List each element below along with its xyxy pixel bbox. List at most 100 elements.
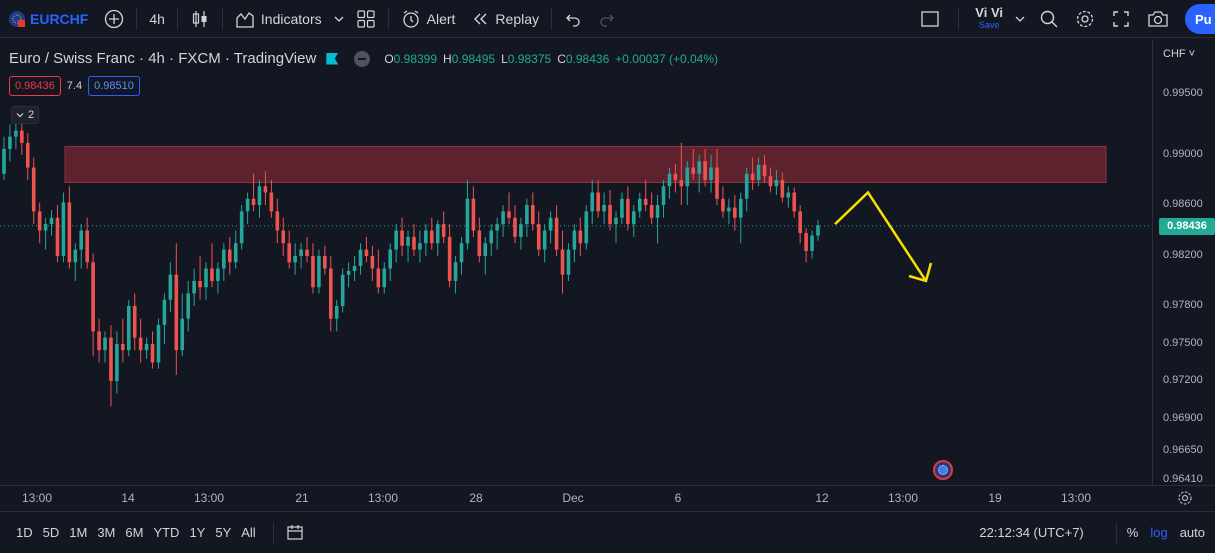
range-button-1m[interactable]: 1M xyxy=(69,525,88,540)
toolbar-divider xyxy=(551,7,553,30)
percent-scale-toggle[interactable]: % xyxy=(1126,525,1139,540)
candle-body xyxy=(596,192,600,212)
projection-arrow xyxy=(834,190,928,282)
high-label: H xyxy=(443,51,452,66)
candle-body xyxy=(216,268,220,281)
replay-button[interactable]: Replay xyxy=(463,0,547,38)
go-to-date-button[interactable] xyxy=(278,514,312,552)
interval-button[interactable]: 4h xyxy=(141,0,173,38)
chevron-down-icon xyxy=(16,113,24,118)
layout-name-button[interactable]: Vi Vi Save xyxy=(969,6,1009,31)
range-button-1d[interactable]: 1D xyxy=(16,525,33,540)
templates-button[interactable] xyxy=(348,0,384,38)
candle-body xyxy=(744,173,749,199)
redo-button[interactable] xyxy=(590,0,624,38)
candle-body xyxy=(150,344,155,363)
buy-price-button[interactable]: 0.98510 xyxy=(88,76,140,96)
publish-button[interactable]: Pu xyxy=(1185,4,1215,34)
candle-body xyxy=(465,198,470,244)
price-scale[interactable]: CHF ˅ 0.99500 0.99000 0.98600 0.98200 0.9780… xyxy=(1152,39,1215,485)
compare-button[interactable] xyxy=(96,0,132,38)
economic-event-marker[interactable] xyxy=(933,460,953,480)
alert-button[interactable]: Alert xyxy=(393,0,464,38)
sell-price-button[interactable]: 0.98436 xyxy=(9,76,61,96)
indicators-button[interactable]: Indicators xyxy=(227,0,330,38)
range-button-1y[interactable]: 1Y xyxy=(189,525,206,540)
layout-button[interactable] xyxy=(912,0,948,38)
legend-title[interactable]: Euro / Swiss Franc · 4h · FXCM · Trading… xyxy=(9,50,317,67)
candle-body xyxy=(91,262,95,332)
redo-icon xyxy=(600,14,614,27)
candle-body xyxy=(614,217,618,225)
candle-body xyxy=(513,217,517,237)
toolbar-divider xyxy=(176,7,178,30)
candle-body xyxy=(263,186,268,193)
collapse-indicators-button[interactable]: 2 xyxy=(11,106,39,124)
time-tick-label: 12 xyxy=(815,491,829,505)
candle-body xyxy=(180,318,185,351)
settings-button[interactable] xyxy=(1067,0,1103,38)
undo-button[interactable] xyxy=(556,0,590,38)
candle-body xyxy=(424,230,428,244)
replay-label: Replay xyxy=(495,10,540,27)
candle-body xyxy=(79,230,84,250)
candle-body xyxy=(697,161,701,174)
candle-body xyxy=(703,161,707,180)
candle-body xyxy=(774,180,779,187)
candle-body xyxy=(239,211,244,244)
time-tick-label: 19 xyxy=(988,491,1002,505)
gear-icon[interactable] xyxy=(1177,490,1193,506)
candle-body xyxy=(756,165,761,180)
candle-body xyxy=(275,211,280,231)
candle-body xyxy=(97,331,101,351)
close-value: 0.98436 xyxy=(565,51,610,66)
candle-body xyxy=(251,198,256,205)
bid-ask-row: 0.98436 7.4 0.98510 xyxy=(9,76,140,96)
candle-body xyxy=(382,268,387,288)
candle-body xyxy=(637,198,642,212)
hide-series-button[interactable] xyxy=(354,50,371,67)
layout-dropdown[interactable] xyxy=(1009,0,1031,38)
fullscreen-button[interactable] xyxy=(1103,0,1139,38)
candle-body xyxy=(632,211,636,225)
candle-body xyxy=(328,268,333,319)
currency-selector[interactable]: CHF ˅ xyxy=(1163,48,1196,60)
candle-body xyxy=(792,192,797,212)
candle-body xyxy=(287,243,291,263)
price-chart[interactable] xyxy=(0,39,1152,485)
candle-body xyxy=(43,224,48,231)
candle-body xyxy=(453,262,458,281)
screenshot-button[interactable] xyxy=(1139,0,1177,38)
log-scale-toggle[interactable]: log xyxy=(1150,525,1168,540)
range-button-5y[interactable]: 5Y xyxy=(215,525,232,540)
candle-body xyxy=(269,192,274,212)
price-tick-label: 0.98600 xyxy=(1163,198,1203,210)
range-button-all[interactable]: All xyxy=(241,525,256,540)
time-scale[interactable]: 13:00 14 13:00 21 13:00 28 Dec 6 12 13:00 19 13:00 xyxy=(0,485,1215,511)
search-button[interactable] xyxy=(1031,0,1067,38)
price-tick-label: 0.97500 xyxy=(1163,337,1203,349)
candle-body xyxy=(572,230,577,250)
chart-pane[interactable] xyxy=(0,39,1152,485)
range-button-6m[interactable]: 6M xyxy=(125,525,144,540)
range-button-3m[interactable]: 3M xyxy=(97,525,116,540)
range-button-5d[interactable]: 5D xyxy=(42,525,60,540)
symbol-search-button[interactable]: EURCHF xyxy=(0,0,96,38)
range-button-ytd[interactable]: YTD xyxy=(153,525,180,540)
candle-body xyxy=(471,198,476,231)
clock-display[interactable]: 22:12:34 (UTC+7) xyxy=(979,525,1084,540)
candle-body xyxy=(400,230,404,246)
spread-value: 7.4 xyxy=(66,80,83,92)
price-tick-label: 0.96900 xyxy=(1163,412,1203,424)
chart-type-button[interactable] xyxy=(182,0,218,38)
change-value: +0.00037 (+0.04%) xyxy=(615,51,718,66)
auto-scale-toggle[interactable]: auto xyxy=(1179,525,1205,540)
candle-body xyxy=(507,211,511,218)
time-tick-label: 14 xyxy=(121,491,135,505)
candle-body xyxy=(816,225,820,236)
time-tick-label: 13:00 xyxy=(887,491,919,505)
toolbar-right: Vi Vi Save Pu xyxy=(912,0,1215,38)
square-icon xyxy=(921,11,939,27)
indicators-dropdown[interactable] xyxy=(330,0,348,38)
candle-body xyxy=(144,344,149,351)
